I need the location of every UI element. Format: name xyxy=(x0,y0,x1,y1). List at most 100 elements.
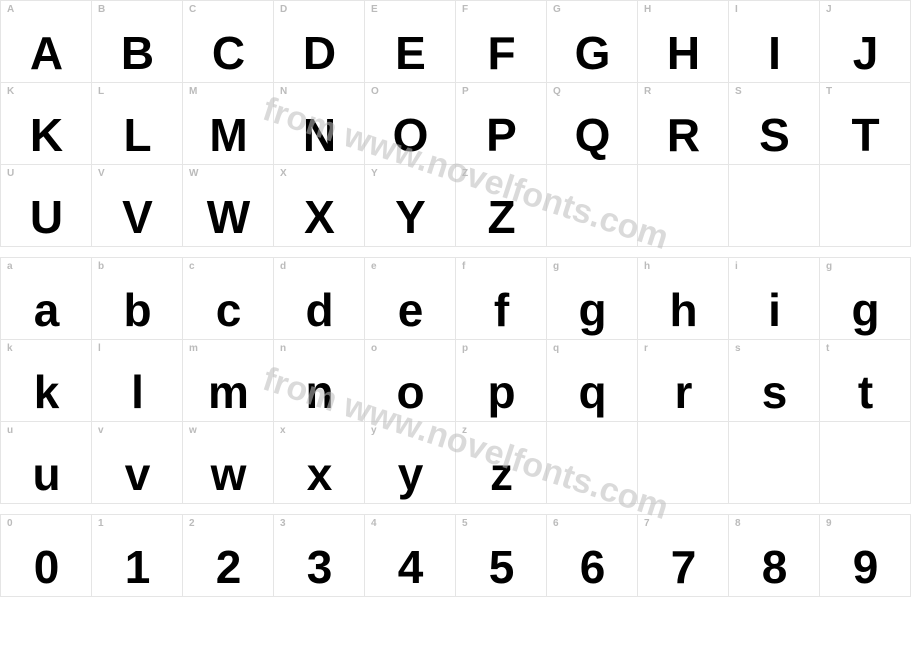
cell-glyph: 1 xyxy=(125,544,150,590)
cell-glyph: T xyxy=(851,112,878,158)
cell-label: X xyxy=(280,168,287,179)
cell-label: V xyxy=(98,168,105,179)
glyph-cell: ii xyxy=(729,258,820,340)
cell-label: F xyxy=(462,4,468,15)
cell-glyph: F xyxy=(487,30,514,76)
glyph-cell: II xyxy=(729,1,820,83)
cell-glyph: 6 xyxy=(580,544,605,590)
glyph-cell: hh xyxy=(638,258,729,340)
glyph-cell xyxy=(820,422,911,504)
cell-glyph: x xyxy=(307,451,332,497)
cell-label: Y xyxy=(371,168,378,179)
cell-label: c xyxy=(189,261,195,272)
glyph-cell: TT xyxy=(820,83,911,165)
cell-label: R xyxy=(644,86,651,97)
cell-label: P xyxy=(462,86,469,97)
glyph-cell: ee xyxy=(365,258,456,340)
cell-glyph: R xyxy=(667,112,699,158)
glyph-cell: CC xyxy=(183,1,274,83)
cell-label: z xyxy=(462,425,467,436)
cell-label: p xyxy=(462,343,468,354)
cell-label: n xyxy=(280,343,286,354)
glyph-cell: dd xyxy=(274,258,365,340)
cell-glyph: w xyxy=(211,451,246,497)
glyph-cell: tt xyxy=(820,340,911,422)
cell-glyph: l xyxy=(131,369,143,415)
cell-glyph: i xyxy=(768,287,780,333)
cell-label: x xyxy=(280,425,286,436)
cell-glyph: 5 xyxy=(489,544,514,590)
glyph-cell: 77 xyxy=(638,515,729,597)
glyph-cell: VV xyxy=(92,165,183,247)
cell-label: Z xyxy=(462,168,468,179)
cell-glyph: k xyxy=(34,369,59,415)
cell-label: w xyxy=(189,425,197,436)
cell-label: a xyxy=(7,261,13,272)
cell-label: d xyxy=(280,261,286,272)
cell-label: N xyxy=(280,86,287,97)
cell-label: r xyxy=(644,343,648,354)
cell-glyph: r xyxy=(675,369,692,415)
glyph-cell: QQ xyxy=(547,83,638,165)
glyph-cell: ff xyxy=(456,258,547,340)
cell-glyph: G xyxy=(575,30,610,76)
glyph-cell: NN xyxy=(274,83,365,165)
glyph-cell: JJ xyxy=(820,1,911,83)
cell-glyph: p xyxy=(487,369,514,415)
cell-glyph: t xyxy=(858,369,872,415)
cell-glyph: P xyxy=(486,112,516,158)
cell-label: 7 xyxy=(644,518,650,529)
cell-label: T xyxy=(826,86,832,97)
glyph-cell: 55 xyxy=(456,515,547,597)
cell-glyph: f xyxy=(494,287,508,333)
glyph-cell: BB xyxy=(92,1,183,83)
cell-glyph: W xyxy=(207,194,249,240)
cell-glyph: h xyxy=(669,287,696,333)
glyph-cell: xx xyxy=(274,422,365,504)
cell-glyph: M xyxy=(209,112,246,158)
glyph-cell xyxy=(638,165,729,247)
cell-glyph: b xyxy=(123,287,150,333)
cell-glyph: g xyxy=(851,287,878,333)
cell-label: 8 xyxy=(735,518,741,529)
cell-glyph: e xyxy=(398,287,423,333)
cell-glyph: v xyxy=(125,451,150,497)
glyph-cell: 11 xyxy=(92,515,183,597)
cell-label: o xyxy=(371,343,377,354)
cell-label: 9 xyxy=(826,518,832,529)
glyph-cell xyxy=(547,422,638,504)
glyph-cell: vv xyxy=(92,422,183,504)
cell-glyph: Z xyxy=(487,194,514,240)
cell-glyph: 0 xyxy=(34,544,59,590)
glyph-cell: yy xyxy=(365,422,456,504)
cell-glyph: K xyxy=(30,112,62,158)
glyph-cell: 22 xyxy=(183,515,274,597)
cell-label: M xyxy=(189,86,197,97)
glyph-cell: GG xyxy=(547,1,638,83)
cell-glyph: U xyxy=(30,194,62,240)
glyph-cell xyxy=(729,165,820,247)
cell-label: 6 xyxy=(553,518,559,529)
glyph-cell: FF xyxy=(456,1,547,83)
glyph-cell xyxy=(820,165,911,247)
glyph-cell: aa xyxy=(1,258,92,340)
glyph-cell: qq xyxy=(547,340,638,422)
cell-label: q xyxy=(553,343,559,354)
glyph-cell: WW xyxy=(183,165,274,247)
glyph-cell xyxy=(547,165,638,247)
glyph-cell: OO xyxy=(365,83,456,165)
cell-glyph: 7 xyxy=(671,544,696,590)
cell-label: J xyxy=(826,4,832,15)
cell-glyph: n xyxy=(305,369,332,415)
cell-label: s xyxy=(735,343,741,354)
cell-label: g xyxy=(553,261,559,272)
cell-label: B xyxy=(98,4,105,15)
cell-label: 2 xyxy=(189,518,195,529)
glyph-cell: zz xyxy=(456,422,547,504)
cell-label: I xyxy=(735,4,738,15)
glyph-cell: bb xyxy=(92,258,183,340)
cell-label: m xyxy=(189,343,198,354)
cell-label: h xyxy=(644,261,650,272)
glyph-cell: nn xyxy=(274,340,365,422)
cell-glyph: X xyxy=(304,194,334,240)
